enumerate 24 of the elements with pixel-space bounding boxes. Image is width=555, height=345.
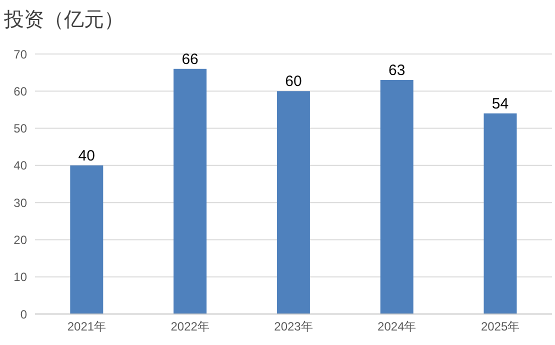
y-tick-label: 40 [14,158,28,173]
x-tick-label: 2024年 [378,320,416,334]
data-label: 40 [78,147,95,164]
x-tick-label: 2021年 [67,320,106,334]
y-tick-label: 50 [14,122,28,136]
data-label: 60 [285,73,302,90]
x-tick-label: 2022年 [170,320,210,334]
bar [70,165,104,314]
y-tick-label: 0 [20,307,28,322]
y-tick-label: 20 [14,232,28,247]
y-tick-label: 70 [14,47,28,62]
data-label: 66 [182,50,198,68]
bar [380,80,414,314]
bar [484,113,517,314]
bar [174,68,207,314]
chart-title: 投资（亿元） [4,8,124,33]
y-tick-label: 30 [14,196,28,210]
y-tick-label: 60 [14,84,28,98]
data-label: 63 [388,62,406,79]
x-tick-label: 2025年 [480,320,520,334]
y-tick-label: 10 [14,270,28,284]
bar [276,91,310,314]
x-tick-label: 2023年 [274,320,313,334]
data-label: 54 [492,95,509,112]
